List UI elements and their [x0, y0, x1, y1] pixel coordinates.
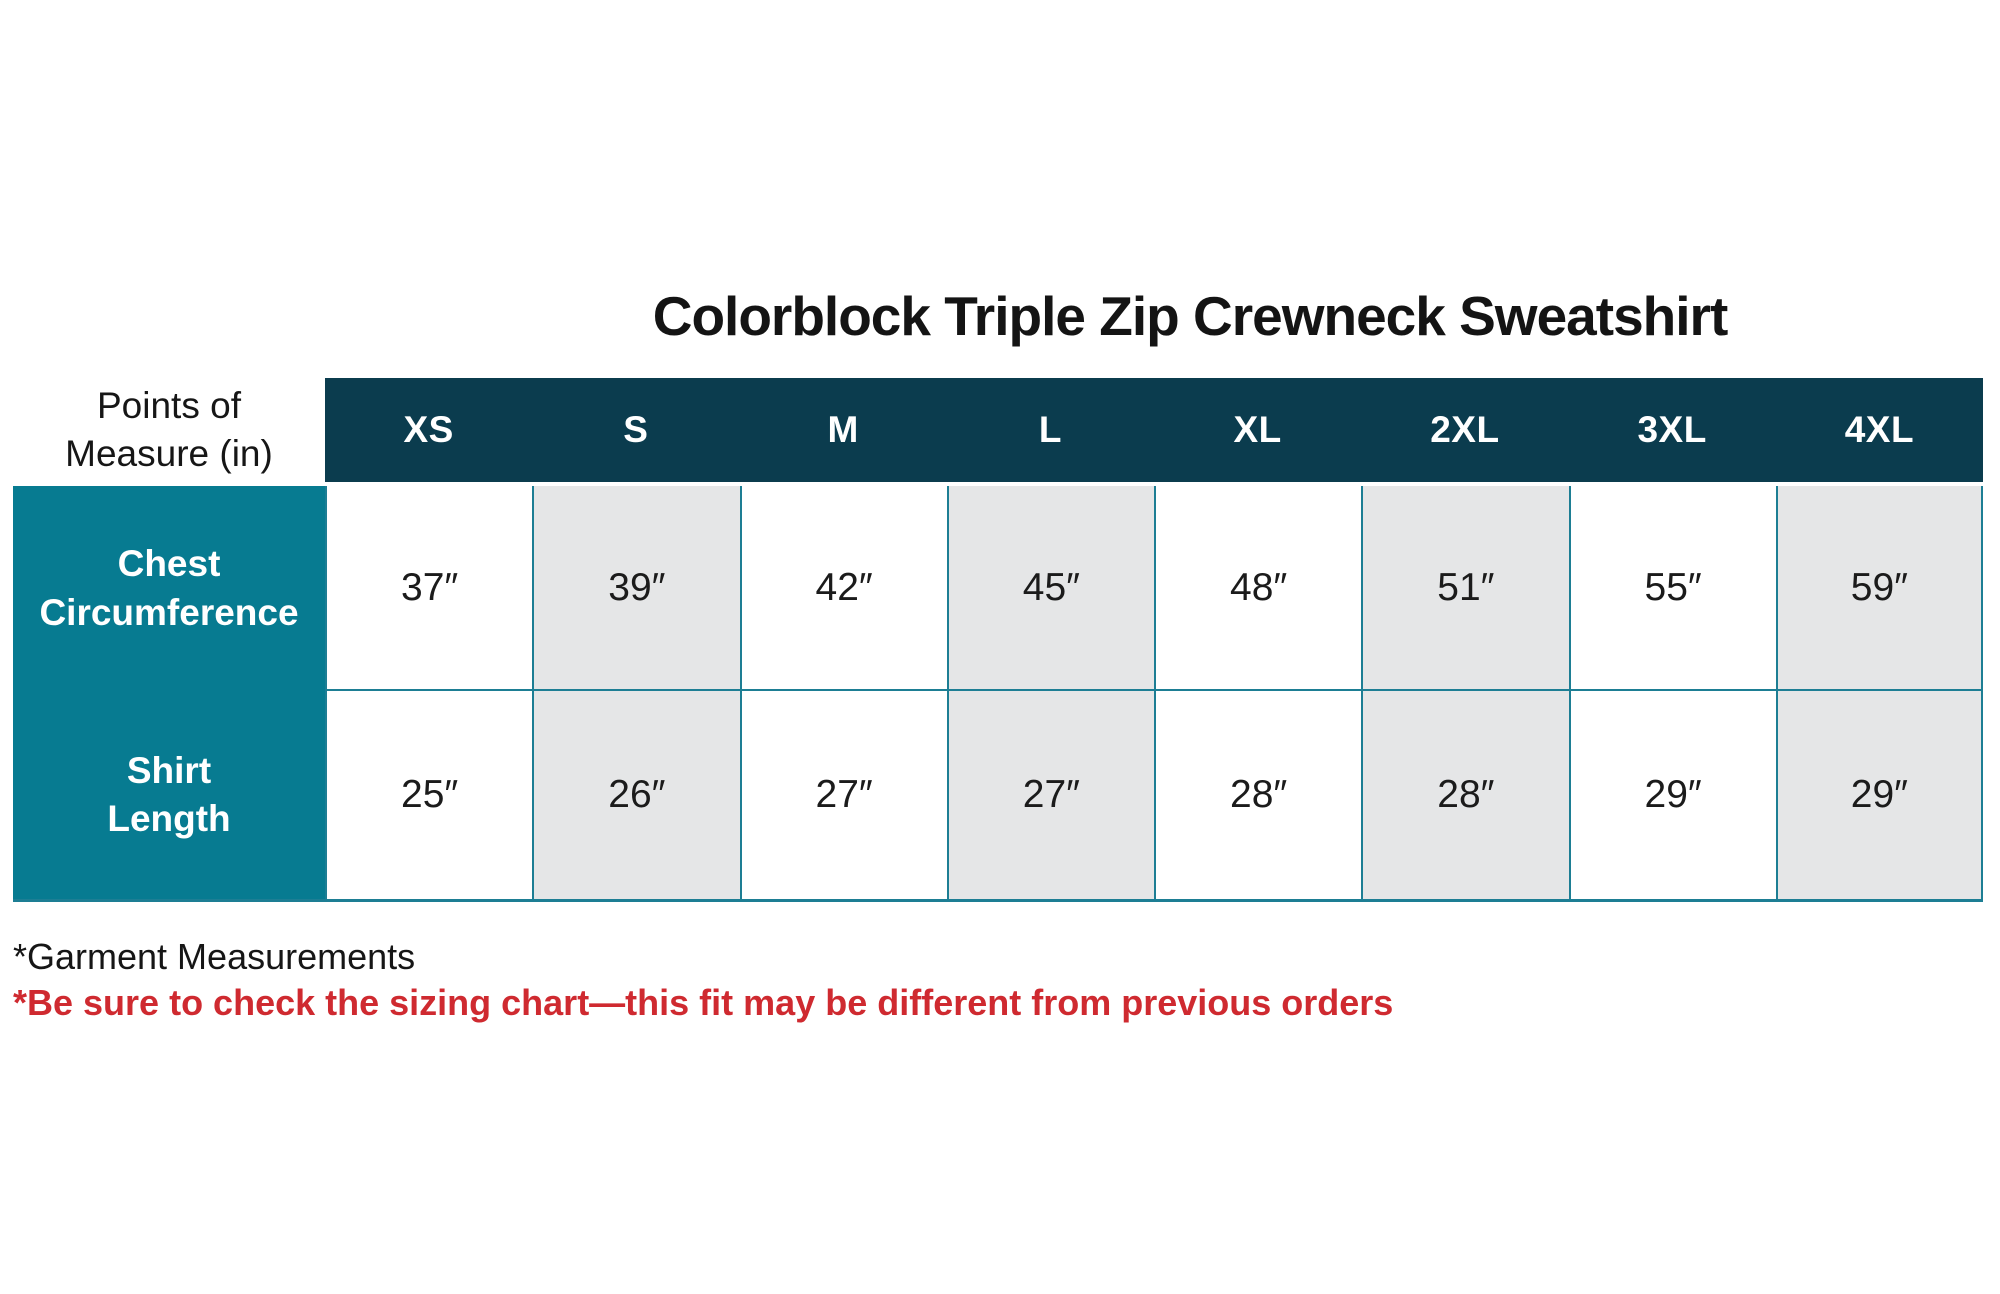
size-column-header-l: L: [946, 378, 1154, 482]
size-column-header-4xl: 4XL: [1775, 378, 1983, 482]
header-gap: [13, 482, 1983, 486]
measurement-cell-4xl: 29″: [1775, 691, 1983, 902]
size-column-header-xl: XL: [1154, 378, 1362, 482]
measurement-cell-l: 45″: [946, 486, 1154, 691]
measurement-cell-2xl: 28″: [1361, 691, 1569, 902]
measurement-cell-2xl: 51″: [1361, 486, 1569, 691]
row-label-shirt-length: Shirt Length: [13, 691, 325, 902]
measurement-cell-xs: 37″: [325, 486, 533, 691]
measurement-cell-xl: 48″: [1154, 486, 1362, 691]
measurement-cell-3xl: 29″: [1568, 691, 1776, 902]
measurement-cell-3xl: 55″: [1568, 486, 1776, 691]
size-column-header-m: M: [739, 378, 947, 482]
size-column-header-3xl: 3XL: [1568, 378, 1776, 482]
page-title: Colorblock Triple Zip Crewneck Sweatshir…: [652, 285, 1729, 347]
sizing-warning-note: *Be sure to check the sizing chart—this …: [13, 982, 1394, 1023]
measurement-cell-m: 27″: [739, 691, 947, 902]
size-table: Points of Measure (in) XS S M L XL 2XL 3XL 4XL Che…: [13, 378, 1983, 902]
measurement-cell-s: 26″: [532, 691, 740, 902]
measurement-cell-l: 27″: [946, 691, 1154, 902]
measurement-cell-4xl: 59″: [1775, 486, 1983, 691]
size-column-header-xs: XS: [325, 378, 533, 482]
garment-measurements-note: *Garment Measurements: [13, 936, 416, 977]
size-column-header-2xl: 2XL: [1361, 378, 1569, 482]
measurement-cell-s: 39″: [532, 486, 740, 691]
row-label-chest-circumference: Chest Circumference: [13, 486, 325, 691]
size-column-header-s: S: [532, 378, 740, 482]
measurement-cell-m: 42″: [739, 486, 947, 691]
measurement-cell-xl: 28″: [1154, 691, 1362, 902]
corner-header-points-of-measure: Points of Measure (in): [13, 378, 325, 482]
measurement-cell-xs: 25″: [325, 691, 533, 902]
